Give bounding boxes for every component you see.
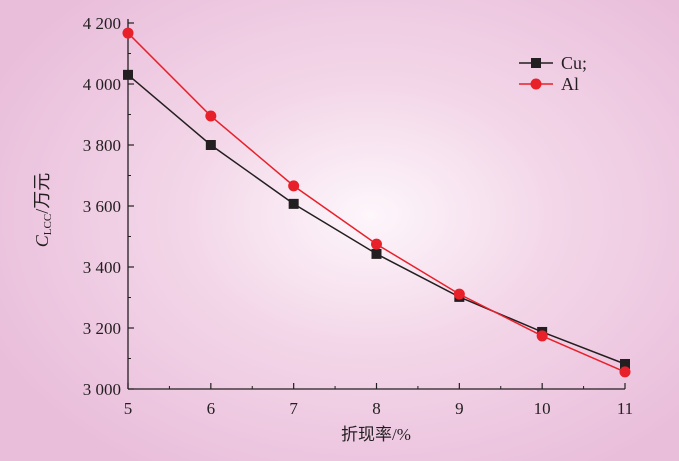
y-axis-label: CLCC/万元 bbox=[32, 173, 54, 247]
data-point-al bbox=[205, 110, 217, 122]
y-tick-label: 3 400 bbox=[83, 258, 121, 277]
x-axis-label: 折现率/% bbox=[341, 425, 411, 444]
y-tick-label: 3 800 bbox=[83, 136, 121, 155]
x-tick-label: 9 bbox=[455, 399, 464, 418]
tick-labels: 3 000 3 200 3 400 3 600 3 800 4 000 4 200 5 6 7 8 9… bbox=[83, 14, 633, 418]
data-point-al bbox=[619, 366, 631, 378]
y-tick-label: 3 000 bbox=[83, 380, 121, 399]
y-label-main: C bbox=[32, 234, 52, 247]
axes bbox=[127, 19, 626, 390]
data-point-al bbox=[288, 180, 300, 192]
legend-label-cu: Cu; bbox=[561, 53, 587, 73]
y-label-unit: /万元 bbox=[32, 173, 52, 214]
series-group bbox=[122, 27, 631, 378]
legend-marker-al bbox=[530, 78, 542, 90]
series-line-cu bbox=[127, 74, 626, 365]
y-tick-label: 4 000 bbox=[83, 75, 121, 94]
data-point-al bbox=[453, 288, 465, 300]
x-tick-label: 8 bbox=[372, 399, 381, 418]
x-tick-label: 11 bbox=[617, 399, 633, 418]
legend-marker-cu bbox=[531, 58, 541, 68]
data-point-al bbox=[122, 27, 134, 39]
legend-label-al: Al bbox=[561, 74, 579, 94]
legend: Cu; Al bbox=[519, 53, 587, 94]
x-tick-label: 10 bbox=[534, 399, 551, 418]
y-tick-label: 3 600 bbox=[83, 197, 121, 216]
data-point-cu bbox=[288, 198, 299, 209]
x-tick-label: 6 bbox=[207, 399, 216, 418]
y-label-sub: LCC bbox=[42, 214, 54, 235]
y-tick-label: 4 200 bbox=[83, 14, 121, 33]
x-tick-label: 5 bbox=[124, 399, 133, 418]
data-point-cu bbox=[371, 248, 382, 259]
data-point-cu bbox=[123, 69, 133, 80]
data-point-al bbox=[536, 330, 548, 342]
y-tick-label: 3 200 bbox=[83, 319, 121, 338]
data-point-al bbox=[371, 238, 382, 250]
x-tick-label: 7 bbox=[289, 399, 298, 418]
data-point-cu bbox=[205, 140, 216, 150]
data-point-cu bbox=[620, 358, 630, 369]
